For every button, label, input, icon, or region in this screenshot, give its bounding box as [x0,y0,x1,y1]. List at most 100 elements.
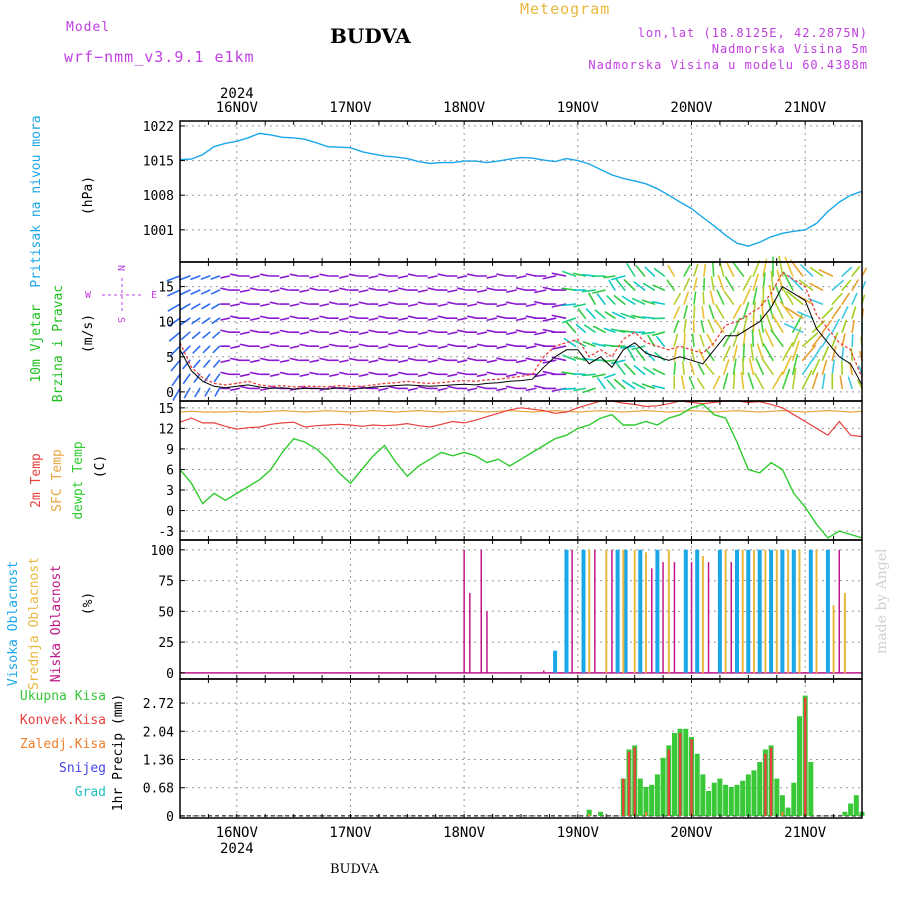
wind-arrow [725,261,735,277]
wind-arrow [387,373,399,378]
wind-arrow [821,307,834,320]
wind-arrow [603,275,616,279]
wind-arrow [180,331,191,340]
wind-arrow [565,321,577,334]
wind-arrow [673,292,682,305]
x-tick-label-top: 16NOV [216,100,259,116]
wind-arrow [249,329,260,334]
wind-arrow [644,266,656,277]
wind-arrow [702,291,705,305]
wind-arrow [368,287,379,291]
mid-cloud-bar [588,549,591,673]
mid-cloud-bar [787,549,790,673]
precip-unit: 1hr Precip (mm) [111,694,126,811]
wind-arrow [378,345,389,349]
wind-arrow [592,289,606,294]
wind-arrow [798,279,814,291]
wind-arrow [561,270,577,277]
wind-arrow [575,323,587,334]
wind-arrow [437,345,448,349]
wind-arrow [616,362,626,376]
wind-arrow [476,289,488,293]
wind-arrow [689,361,695,376]
y-tick-label: 1.36 [143,753,174,768]
wind-arrow [213,359,221,368]
high-cloud-bar [808,549,813,673]
wind-arrow [279,317,290,321]
wind-arrow [299,301,310,305]
ice-rain-label: Zaledj.Kisa [20,737,106,752]
wind-arrow [515,275,527,279]
wind-arrow [656,335,666,348]
total-rain-bar [660,757,666,816]
wind-arrow [680,375,685,390]
y-tick-label: 0.68 [143,782,174,797]
wind-arrow [633,281,646,291]
wind-arrow [809,266,824,277]
wind-arrow [203,359,211,368]
sfc-temp-line [179,409,863,413]
wind-arrow [476,301,488,305]
wind-arrow [348,303,359,307]
y-tick-label: 0 [166,667,174,682]
x-tick-label-bottom: 20NOV [670,825,713,841]
wind-arrow [466,357,478,362]
compass-n: N [115,265,126,271]
wind-arrow [407,303,419,307]
wind-arrow [773,299,784,320]
wind-arrow [782,368,791,390]
wind-arrow [269,343,280,348]
x-tick-label-bottom: 18NOV [443,825,486,841]
conv-rain-bar [769,747,773,816]
wind-arrow [319,303,330,307]
y-tick-label: 0 [166,810,174,825]
wind-arrow [427,359,438,363]
wind-arrow [722,332,733,348]
wind-arrow [821,359,828,376]
wind-arrow [168,317,181,327]
wind-arrow [603,373,616,379]
wind-arrow [742,301,750,320]
wind-arrow [230,357,241,362]
wind-arrow [811,372,819,390]
wind-arrow [606,295,616,305]
wind-arrow [851,319,855,334]
wind-arrow [203,373,211,383]
wind-arrow [348,315,359,320]
wind-arrow [407,387,419,392]
mid-cloud-bar [815,549,818,673]
wind-arrow [732,331,740,348]
wind-arrow [289,357,300,362]
total-rain-bar [683,728,689,816]
x-tick-label-bottom: 19NOV [557,825,600,841]
mid-cloud-bar [622,549,625,673]
low-cloud-bar [707,562,710,673]
wind-arrow [486,317,498,321]
wind-arrow [279,329,290,334]
wind-arrow [611,311,626,320]
wind-arrow [707,319,715,334]
y-tick-label: 0 [166,505,174,520]
wind-arrow [624,363,636,376]
conv-rain-bar [764,753,767,816]
wind-arrow [831,359,835,376]
wind-arrow [615,278,626,291]
y-tick-label: 3 [166,484,174,499]
low-cloud-bar [651,568,653,673]
wind-arrow [289,315,300,320]
wind-arrow [811,358,821,376]
wind-arrow [752,260,761,277]
wind-gust-line [179,271,863,388]
wind-arrow [732,304,742,320]
wind-arrow [358,289,369,293]
wind-arrow [673,306,681,320]
wind-arrow [220,359,231,363]
wind-arrow [397,317,409,321]
wind-arrow [673,333,679,348]
wind-arrow [505,301,517,305]
wind-arrow [338,317,349,321]
wind-arrow [476,373,488,378]
wind-arrow [190,303,201,310]
y-tick-label: 1001 [143,224,174,239]
wind-arrow [476,385,488,390]
